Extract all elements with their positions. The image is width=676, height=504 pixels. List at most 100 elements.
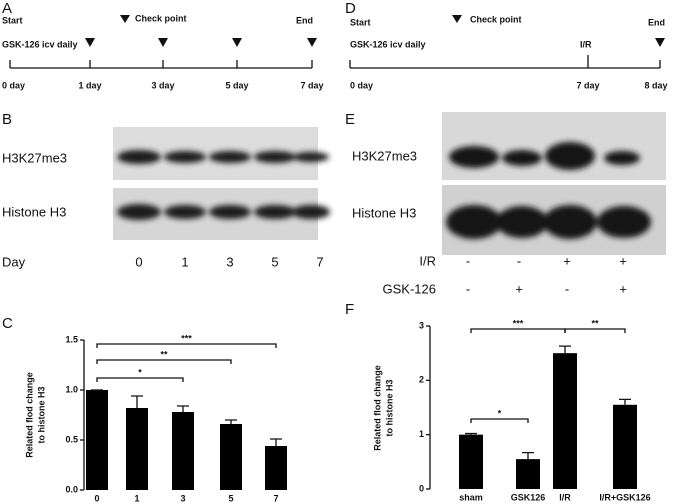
significance-label: *** xyxy=(181,333,192,343)
start-label: Start xyxy=(350,17,371,27)
day-label: 0 day xyxy=(2,80,25,90)
day-label: 7 day xyxy=(300,80,323,90)
checkpoint-label: Check point xyxy=(135,13,187,23)
treatment-label: GSK-126 icv daily xyxy=(2,39,78,49)
start-label: Start xyxy=(2,15,23,25)
significance-label: * xyxy=(138,367,142,377)
panel-letter: F xyxy=(345,301,354,318)
x-tick-label: sham xyxy=(459,492,483,502)
x-tick-label: 0 xyxy=(94,493,99,503)
bar xyxy=(553,353,577,489)
y-axis-label: to histone H3 xyxy=(36,386,46,443)
significance-label: * xyxy=(498,408,502,418)
bar xyxy=(459,434,483,489)
y-axis-label: Related flod change xyxy=(372,365,382,451)
legend-marker xyxy=(120,15,130,23)
blot xyxy=(442,112,666,255)
legend-marker xyxy=(452,15,462,23)
y-tick-label: 1.0 xyxy=(65,384,78,394)
error-bar xyxy=(270,438,282,446)
error-bar xyxy=(177,405,189,412)
checkpoint-marker xyxy=(655,38,665,47)
condition-sign: - xyxy=(466,281,470,296)
y-axis-label: Related flod change xyxy=(24,372,34,458)
x-tick-label: 3 xyxy=(180,493,185,503)
bar xyxy=(172,412,194,490)
panel-letter: E xyxy=(345,111,355,128)
y-tick-label: 2 xyxy=(419,375,424,385)
significance-label: ** xyxy=(160,349,168,359)
bar xyxy=(613,404,637,489)
significance-bracket xyxy=(470,328,566,333)
panel-letter: A xyxy=(2,0,12,17)
panel-letter: D xyxy=(345,0,356,17)
bar xyxy=(516,459,540,489)
day-label: Day xyxy=(2,254,26,269)
y-tick-label: 1.5 xyxy=(65,334,78,344)
row-label: H3K27me3 xyxy=(352,148,417,163)
error-bar xyxy=(131,395,143,408)
x-tick-label: I/R+GSK126 xyxy=(599,492,650,502)
y-tick-label: 0.5 xyxy=(65,434,78,444)
condition-sign: + xyxy=(515,281,523,296)
condition-sign: - xyxy=(466,253,470,268)
checkpoint-label: Check point xyxy=(470,14,522,24)
panel-letter: C xyxy=(2,315,13,332)
significance-label: *** xyxy=(513,318,524,328)
condition-sign: - xyxy=(517,253,521,268)
error-bar xyxy=(465,432,477,435)
x-tick-label: I/R xyxy=(559,492,571,502)
row-label: Histone H3 xyxy=(352,205,416,220)
significance-bracket xyxy=(470,418,529,423)
lane-label: 0 xyxy=(135,254,142,269)
timeline-ticks xyxy=(9,38,317,68)
day-label: 1 day xyxy=(78,80,101,90)
bar xyxy=(86,390,108,490)
error-bar xyxy=(559,345,571,354)
error-bar xyxy=(619,398,631,405)
lane-label: 1 xyxy=(181,254,188,269)
bar xyxy=(220,424,242,490)
bar xyxy=(126,408,148,490)
lane-label: 7 xyxy=(316,254,323,269)
x-tick-label: 7 xyxy=(273,493,278,503)
significance-bracket xyxy=(96,343,277,348)
row-label: Histone H3 xyxy=(2,204,66,219)
day-label: 3 day xyxy=(151,80,174,90)
significance-bracket xyxy=(564,328,626,333)
bar xyxy=(265,446,287,490)
blot xyxy=(113,127,330,240)
condition-sign: + xyxy=(619,253,627,268)
day-label: 8 day xyxy=(644,80,667,90)
y-axis-label: to histone H3 xyxy=(384,379,394,436)
condition-label: GSK-126 xyxy=(383,281,436,296)
significance-bracket xyxy=(96,359,232,364)
x-tick-label: 5 xyxy=(228,493,233,503)
row-label: H3K27me3 xyxy=(2,150,67,165)
x-tick-label: GSK126 xyxy=(511,492,546,502)
condition-sign: - xyxy=(565,281,569,296)
x-tick-label: 1 xyxy=(134,493,139,503)
y-tick-label: 3 xyxy=(419,320,424,330)
y-tick-label: 0 xyxy=(419,483,424,493)
significance-bracket xyxy=(96,377,184,382)
significance-label: ** xyxy=(591,318,599,328)
day-label: 5 day xyxy=(225,80,248,90)
condition-label: I/R xyxy=(419,253,436,268)
end-label: End xyxy=(648,17,665,27)
y-tick-label: 1 xyxy=(419,429,424,439)
day-label: 7 day xyxy=(576,80,599,90)
event-label: I/R xyxy=(580,39,592,49)
panel-letter: B xyxy=(2,111,12,128)
checkpoint-markers xyxy=(85,38,317,47)
day-label: 0 day xyxy=(350,80,373,90)
y-tick-label: 0.0 xyxy=(65,484,78,494)
error-bar xyxy=(522,451,534,460)
condition-sign: + xyxy=(563,253,571,268)
lane-label: 5 xyxy=(271,254,278,269)
end-label: End xyxy=(296,15,313,25)
treatment-label: GSK-126 icv daily xyxy=(350,39,426,49)
lane-label: 3 xyxy=(226,254,233,269)
